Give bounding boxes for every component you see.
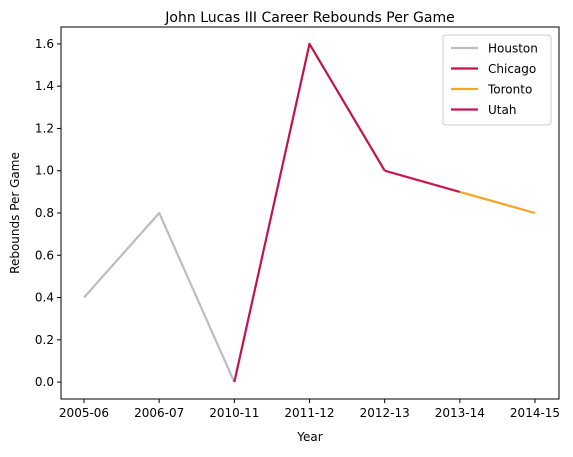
series-lines bbox=[83, 42, 536, 383]
y-axis-label: Rebounds Per Game bbox=[8, 152, 22, 274]
y-tick-label: 0.0 bbox=[35, 375, 54, 389]
legend-box bbox=[442, 34, 552, 126]
legend: Houston Chicago Toronto Utah bbox=[442, 34, 552, 126]
legend-label-toronto: Toronto bbox=[487, 83, 532, 97]
x-tick-label: 2012-13 bbox=[360, 406, 410, 420]
series-line-utah bbox=[384, 169, 461, 193]
x-tick-label: 2006-07 bbox=[134, 406, 184, 420]
series-line-houston bbox=[83, 211, 236, 383]
x-tick-label: 2010-11 bbox=[209, 406, 259, 420]
y-tick-label: 0.8 bbox=[35, 206, 54, 220]
y-tick-label: 0.2 bbox=[35, 333, 54, 347]
y-tick-label: 0.4 bbox=[35, 291, 54, 305]
legend-label-chicago: Chicago bbox=[488, 62, 536, 76]
y-axis-ticks: 0.0 0.2 0.4 0.6 0.8 1.0 1.2 1.4 1.6 bbox=[35, 37, 61, 389]
chart-title: John Lucas III Career Rebounds Per Game bbox=[164, 10, 454, 26]
y-tick-label: 0.6 bbox=[35, 248, 54, 262]
y-tick-label: 1.6 bbox=[35, 37, 54, 51]
x-tick-label: 2014-15 bbox=[510, 406, 560, 420]
legend-label-houston: Houston bbox=[488, 42, 538, 56]
plot-frame bbox=[60, 26, 560, 400]
y-tick-label: 1.4 bbox=[35, 79, 54, 93]
y-tick-label: 1.0 bbox=[35, 164, 54, 178]
x-axis-ticks: 2005-06 2006-07 2010-11 2011-12 2012-13 2013-… bbox=[59, 399, 560, 420]
x-tick-label: 2013-14 bbox=[435, 406, 485, 420]
y-tick-label: 1.2 bbox=[35, 121, 54, 135]
series-line-toronto bbox=[459, 190, 536, 215]
series-line-chicago bbox=[233, 42, 386, 383]
x-axis-label: Year bbox=[296, 430, 322, 444]
legend-label-utah: Utah bbox=[488, 103, 516, 117]
x-tick-label: 2011-12 bbox=[284, 406, 334, 420]
x-tick-label: 2005-06 bbox=[59, 406, 109, 420]
